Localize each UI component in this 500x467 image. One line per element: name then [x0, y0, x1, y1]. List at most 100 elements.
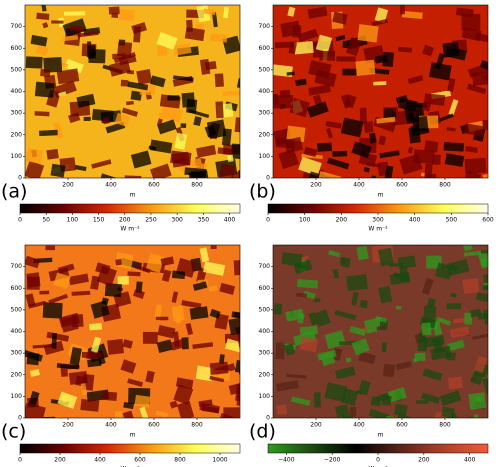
- building-texture: [117, 276, 129, 285]
- building-texture: [124, 175, 142, 178]
- building-texture: [466, 83, 487, 95]
- building-texture: [53, 122, 64, 140]
- building-texture: [317, 171, 342, 178]
- building-texture: [399, 5, 406, 15]
- colorbar-tick-label: 100: [299, 217, 311, 224]
- building-texture: [171, 305, 185, 322]
- building-texture: [134, 394, 151, 408]
- building-texture: [219, 354, 225, 364]
- x-tick-label: 800: [191, 182, 203, 189]
- building-texture: [51, 332, 57, 349]
- building-texture: [340, 256, 351, 268]
- building-texture: [392, 106, 399, 113]
- x-axis-label: m: [130, 432, 136, 439]
- building-texture: [273, 303, 283, 315]
- y-tick-label: 600: [11, 285, 23, 292]
- building-texture: [42, 22, 49, 29]
- y-tick-label: 700: [259, 23, 271, 30]
- building-texture: [107, 338, 124, 355]
- building-texture: [359, 299, 368, 309]
- x-axis-label: m: [130, 192, 136, 199]
- colorbar: [19, 203, 241, 214]
- building-texture: [355, 59, 376, 76]
- building-texture: [173, 384, 194, 405]
- building-texture: [384, 165, 394, 178]
- building-texture: [161, 269, 172, 283]
- x-tick-label: 400: [353, 182, 365, 189]
- building-texture: [326, 157, 350, 170]
- building-texture: [375, 316, 388, 323]
- building-texture: [42, 302, 63, 319]
- y-tick-label: 600: [259, 285, 271, 292]
- building-texture: [340, 93, 352, 109]
- y-tick-label: 500: [11, 66, 23, 73]
- building-texture: [209, 361, 229, 375]
- building-texture: [90, 300, 110, 319]
- building-texture: [199, 58, 211, 75]
- building-texture: [421, 322, 432, 336]
- building-texture: [108, 59, 131, 77]
- building-texture: [483, 308, 488, 325]
- y-tick-label: 200: [259, 131, 271, 138]
- building-texture: [444, 153, 465, 168]
- y-tick-label: 400: [11, 328, 23, 335]
- building-texture: [90, 336, 102, 354]
- building-texture: [332, 11, 348, 25]
- building-texture: [308, 312, 319, 326]
- building-texture: [156, 32, 178, 50]
- building-texture: [325, 120, 342, 129]
- building-texture: [156, 339, 173, 353]
- building-texture: [307, 6, 328, 19]
- building-texture: [295, 292, 308, 298]
- building-texture: [446, 259, 470, 277]
- building-texture: [421, 392, 441, 404]
- building-texture: [130, 90, 142, 101]
- building-texture: [122, 410, 136, 418]
- y-tick-label: 400: [259, 88, 271, 95]
- building-texture: [326, 127, 333, 139]
- building-texture: [317, 142, 332, 152]
- building-texture: [401, 10, 423, 20]
- building-texture: [25, 147, 44, 164]
- building-texture: [231, 311, 240, 319]
- colorbar-tick-label: 0: [376, 457, 380, 464]
- y-tick-label: 200: [11, 131, 23, 138]
- building-texture: [373, 81, 387, 86]
- building-texture: [334, 404, 350, 418]
- building-texture: [446, 303, 462, 310]
- building-texture: [341, 415, 354, 418]
- building-texture: [482, 285, 488, 291]
- colorbar-tick-label: 100: [67, 217, 79, 224]
- building-texture: [313, 309, 331, 328]
- panel-label: (a): [1, 181, 27, 203]
- building-texture: [91, 159, 112, 169]
- building-texture: [273, 94, 294, 109]
- building-texture: [349, 406, 357, 417]
- building-texture: [447, 339, 465, 352]
- building-texture: [395, 95, 408, 104]
- building-texture: [324, 382, 348, 402]
- heatmap-image: [25, 245, 240, 418]
- building-texture: [471, 71, 488, 86]
- building-texture: [448, 376, 463, 390]
- building-texture: [185, 323, 194, 336]
- building-texture: [209, 375, 225, 383]
- building-texture: [366, 162, 381, 168]
- building-texture: [443, 142, 465, 152]
- y-tick-label: 700: [259, 263, 271, 270]
- building-texture: [131, 22, 147, 35]
- colorbar-label: W m⁻²: [120, 466, 140, 467]
- y-tick-label: 100: [259, 153, 271, 160]
- y-tick-label: 700: [11, 263, 23, 270]
- building-texture: [469, 308, 482, 318]
- building-texture: [193, 116, 202, 127]
- colorbar-tick-label: 600: [134, 457, 146, 464]
- building-texture: [382, 363, 396, 378]
- building-texture: [371, 18, 388, 27]
- building-texture: [121, 107, 138, 117]
- building-texture: [290, 396, 311, 406]
- building-texture: [46, 331, 70, 342]
- building-texture: [69, 347, 82, 366]
- building-texture: [114, 112, 131, 127]
- heatmap-image: [273, 5, 488, 178]
